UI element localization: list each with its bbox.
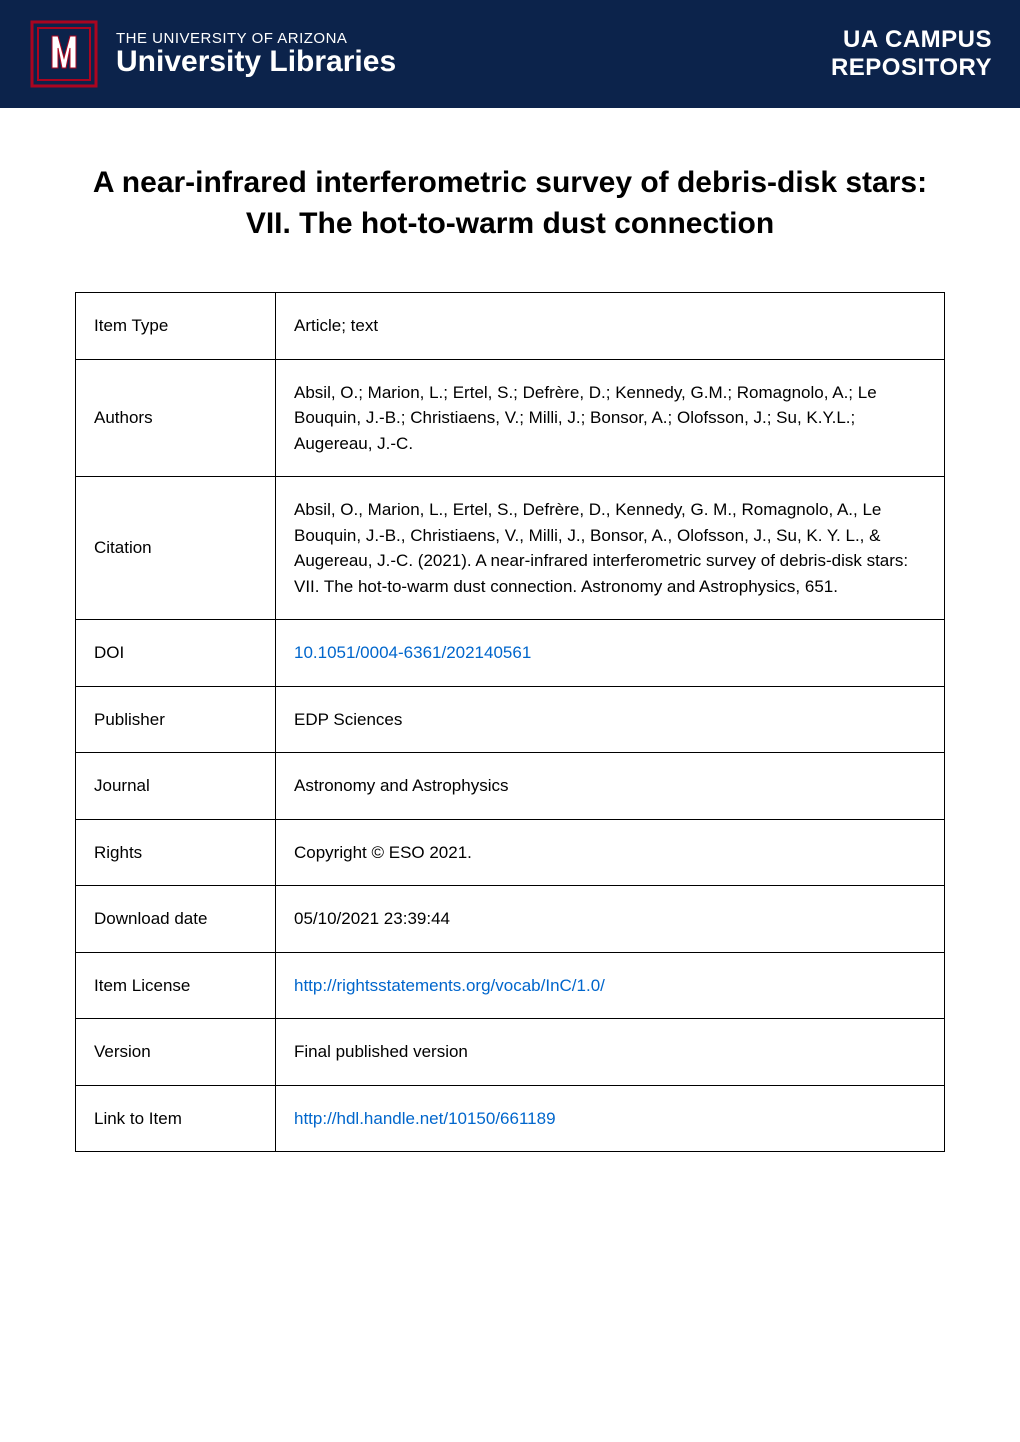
value-item-license: http://rightsstatements.org/vocab/InC/1.…: [276, 952, 945, 1019]
value-item-type: Article; text: [276, 293, 945, 360]
doi-link[interactable]: 10.1051/0004-6361/202140561: [294, 643, 531, 662]
value-authors: Absil, O.; Marion, L.; Ertel, S.; Defrèr…: [276, 359, 945, 477]
label-version: Version: [76, 1019, 276, 1086]
header-banner: THE UNIVERSITY OF ARIZONA University Lib…: [0, 0, 1020, 108]
table-row: Journal Astronomy and Astrophysics: [76, 753, 945, 820]
label-authors: Authors: [76, 359, 276, 477]
table-row: DOI 10.1051/0004-6361/202140561: [76, 620, 945, 687]
table-row: Version Final published version: [76, 1019, 945, 1086]
label-doi: DOI: [76, 620, 276, 687]
value-journal: Astronomy and Astrophysics: [276, 753, 945, 820]
label-journal: Journal: [76, 753, 276, 820]
metadata-table-body: Item Type Article; text Authors Absil, O…: [76, 293, 945, 1152]
table-row: Item License http://rightsstatements.org…: [76, 952, 945, 1019]
item-license-link[interactable]: http://rightsstatements.org/vocab/InC/1.…: [294, 976, 605, 995]
header-text: THE UNIVERSITY OF ARIZONA University Lib…: [116, 30, 396, 79]
header-right: UA CAMPUS REPOSITORY: [831, 26, 992, 82]
table-row: Authors Absil, O.; Marion, L.; Ertel, S.…: [76, 359, 945, 477]
label-download-date: Download date: [76, 886, 276, 953]
header-right-line1: UA CAMPUS: [831, 26, 992, 54]
label-item-license: Item License: [76, 952, 276, 1019]
table-row: Citation Absil, O., Marion, L., Ertel, S…: [76, 477, 945, 620]
label-publisher: Publisher: [76, 686, 276, 753]
header-title: University Libraries: [116, 45, 396, 79]
link-to-item-link[interactable]: http://hdl.handle.net/10150/661189: [294, 1109, 556, 1128]
table-row: Item Type Article; text: [76, 293, 945, 360]
value-download-date: 05/10/2021 23:39:44: [276, 886, 945, 953]
table-row: Link to Item http://hdl.handle.net/10150…: [76, 1085, 945, 1152]
value-version: Final published version: [276, 1019, 945, 1086]
value-rights: Copyright © ESO 2021.: [276, 819, 945, 886]
header-left: THE UNIVERSITY OF ARIZONA University Lib…: [28, 18, 396, 90]
table-row: Download date 05/10/2021 23:39:44: [76, 886, 945, 953]
content-area: A near-infrared interferometric survey o…: [0, 108, 1020, 1192]
logo-container: [28, 18, 100, 90]
label-link-to-item: Link to Item: [76, 1085, 276, 1152]
table-row: Rights Copyright © ESO 2021.: [76, 819, 945, 886]
ua-logo-icon: [28, 18, 100, 90]
value-citation: Absil, O., Marion, L., Ertel, S., Defrèr…: [276, 477, 945, 620]
label-item-type: Item Type: [76, 293, 276, 360]
header-right-line2: REPOSITORY: [831, 54, 992, 82]
value-doi: 10.1051/0004-6361/202140561: [276, 620, 945, 687]
value-link-to-item: http://hdl.handle.net/10150/661189: [276, 1085, 945, 1152]
table-row: Publisher EDP Sciences: [76, 686, 945, 753]
label-citation: Citation: [76, 477, 276, 620]
metadata-table: Item Type Article; text Authors Absil, O…: [75, 292, 945, 1152]
page-title: A near-infrared interferometric survey o…: [75, 163, 945, 244]
label-rights: Rights: [76, 819, 276, 886]
value-publisher: EDP Sciences: [276, 686, 945, 753]
